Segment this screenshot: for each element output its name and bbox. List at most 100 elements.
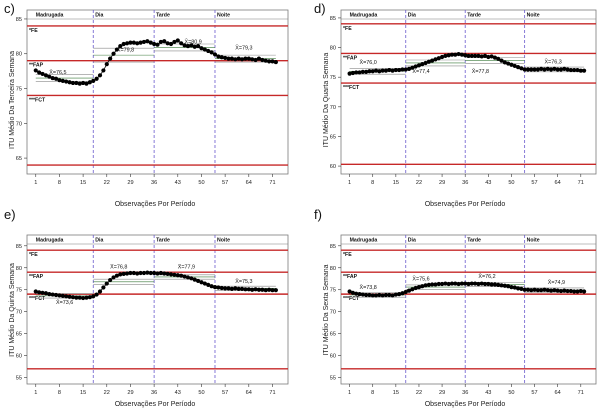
mean-label: X̄=76,0	[360, 59, 377, 66]
data-point	[223, 286, 228, 291]
data-point	[486, 54, 491, 60]
plot-frame	[26, 9, 289, 175]
data-point	[397, 292, 402, 297]
data-point	[443, 281, 448, 286]
data-point	[111, 51, 116, 56]
data-point	[489, 54, 494, 59]
mean-label: X̄=77,9	[178, 264, 195, 271]
data-point	[266, 287, 272, 292]
data-point	[406, 288, 412, 293]
x-axis-title: Observações Por Período	[425, 201, 506, 208]
data-point	[219, 55, 224, 60]
mean-label: X̄=76,2	[478, 273, 495, 280]
x-tick-label: 36	[462, 390, 468, 396]
data-point	[74, 295, 79, 300]
y-tick-label: 70	[330, 310, 336, 316]
data-point	[558, 67, 564, 72]
data-point	[67, 80, 72, 85]
data-point	[202, 281, 207, 286]
y-tick-label: 80	[330, 266, 336, 272]
chart-panel-e: e) Madrugada Dia Tarde Noite *FE **FAP ***FCT X̄…	[4, 207, 289, 408]
data-point	[43, 73, 49, 78]
mean-label: X̄=73,6	[56, 299, 73, 306]
data-point	[239, 57, 245, 62]
data-point	[53, 76, 59, 81]
x-tick-label: 50	[198, 180, 204, 186]
data-point	[33, 68, 38, 73]
x-tick-label: 71	[578, 180, 584, 186]
data-point	[212, 52, 218, 57]
data-point	[77, 295, 82, 300]
data-point	[555, 67, 560, 72]
data-point	[216, 54, 221, 59]
panel-label: c)	[4, 1, 15, 16]
y-tick-label: 60	[16, 354, 22, 360]
data-point	[473, 53, 478, 58]
x-tick-label: 8	[371, 180, 374, 186]
data-point	[347, 289, 352, 294]
y-tick-label: 70	[16, 121, 22, 127]
y-tick-label: 75	[330, 75, 336, 81]
data-point	[226, 56, 231, 61]
data-point	[243, 56, 248, 61]
data-point	[367, 292, 372, 298]
data-point	[104, 281, 109, 286]
period-label: Noite	[217, 238, 230, 244]
limit-label: ***FCT	[29, 296, 46, 302]
data-point	[155, 271, 160, 276]
data-point	[121, 41, 126, 47]
x-tick-label: 43	[485, 180, 491, 186]
x-tick-label: 22	[104, 180, 110, 186]
data-point	[219, 285, 224, 291]
data-point	[565, 288, 570, 294]
x-tick-label: 57	[531, 390, 537, 396]
data-point	[165, 271, 170, 277]
data-point	[263, 288, 268, 293]
data-point	[70, 80, 76, 86]
data-point	[512, 285, 517, 290]
data-point	[182, 43, 187, 48]
data-point	[535, 67, 540, 72]
data-point	[377, 292, 382, 298]
data-point	[357, 70, 362, 75]
data-point	[423, 283, 428, 288]
data-point	[360, 292, 365, 297]
data-point	[266, 59, 272, 64]
data-point	[87, 295, 92, 300]
data-point	[373, 293, 379, 298]
data-point	[562, 288, 567, 293]
data-point	[390, 68, 395, 73]
mean-label: X̄=77,4	[412, 68, 429, 75]
data-point	[114, 273, 120, 278]
period-label: Noite	[527, 238, 540, 244]
data-point	[545, 288, 550, 293]
data-point	[148, 270, 153, 276]
data-point	[206, 282, 211, 287]
y-tick-label: 55	[16, 376, 22, 382]
data-point	[236, 286, 241, 291]
x-tick-label: 1	[34, 180, 37, 186]
data-point	[403, 67, 408, 72]
y-tick-label: 80	[16, 266, 22, 272]
data-point	[446, 53, 451, 58]
data-point	[131, 270, 136, 276]
x-axis-title: Observações Por Período	[115, 401, 196, 408]
data-point	[91, 294, 96, 299]
plot-frame	[340, 9, 597, 175]
chart-panel-f: f)Madrugada Dia Tarde Noite*FE**FAP***FCTX̄…	[314, 207, 597, 408]
mean-label: X̄=77,8	[472, 68, 489, 75]
data-point	[135, 271, 140, 276]
data-point	[572, 289, 577, 294]
mean-label: X̄=79,8	[117, 47, 134, 54]
data-point	[492, 282, 498, 287]
data-point	[456, 281, 461, 287]
data-point	[162, 271, 167, 276]
period-label: Dia	[95, 238, 103, 244]
data-point	[81, 80, 86, 86]
data-point	[94, 76, 99, 81]
data-point	[209, 284, 214, 289]
data-point	[168, 41, 174, 47]
data-point	[101, 285, 106, 290]
data-point	[64, 79, 69, 84]
